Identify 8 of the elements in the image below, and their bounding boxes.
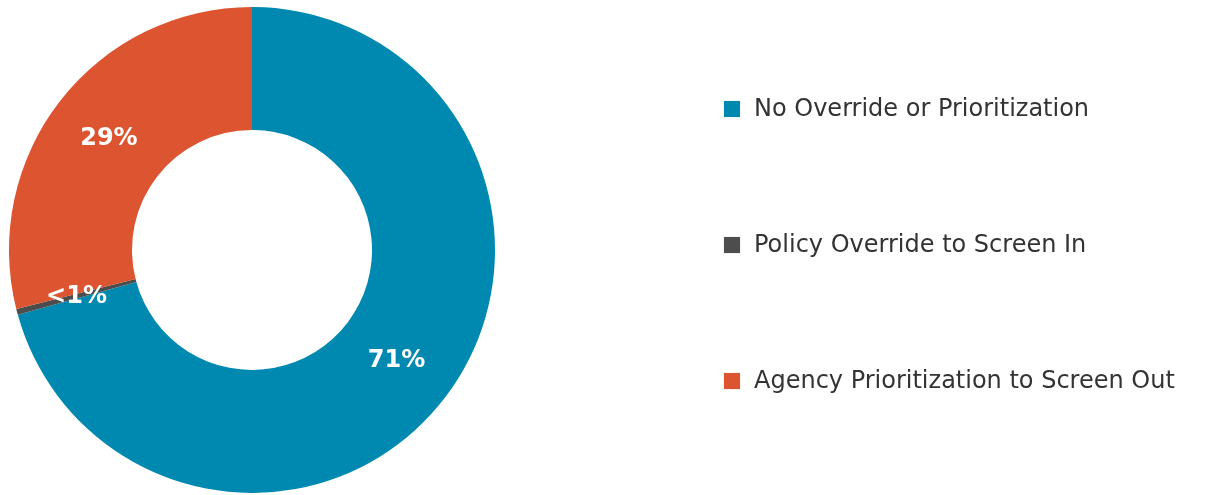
legend-label: Policy Override to Screen In	[754, 230, 1087, 258]
donut-slice	[17, 7, 495, 493]
legend-label: Agency Prioritization to Screen Out	[754, 366, 1175, 394]
legend-label: No Override or Prioritization	[754, 94, 1090, 122]
data-label: <1%	[46, 281, 107, 310]
donut-slice	[9, 7, 252, 309]
data-label: 29%	[80, 123, 138, 152]
data-label: 71%	[367, 344, 426, 373]
